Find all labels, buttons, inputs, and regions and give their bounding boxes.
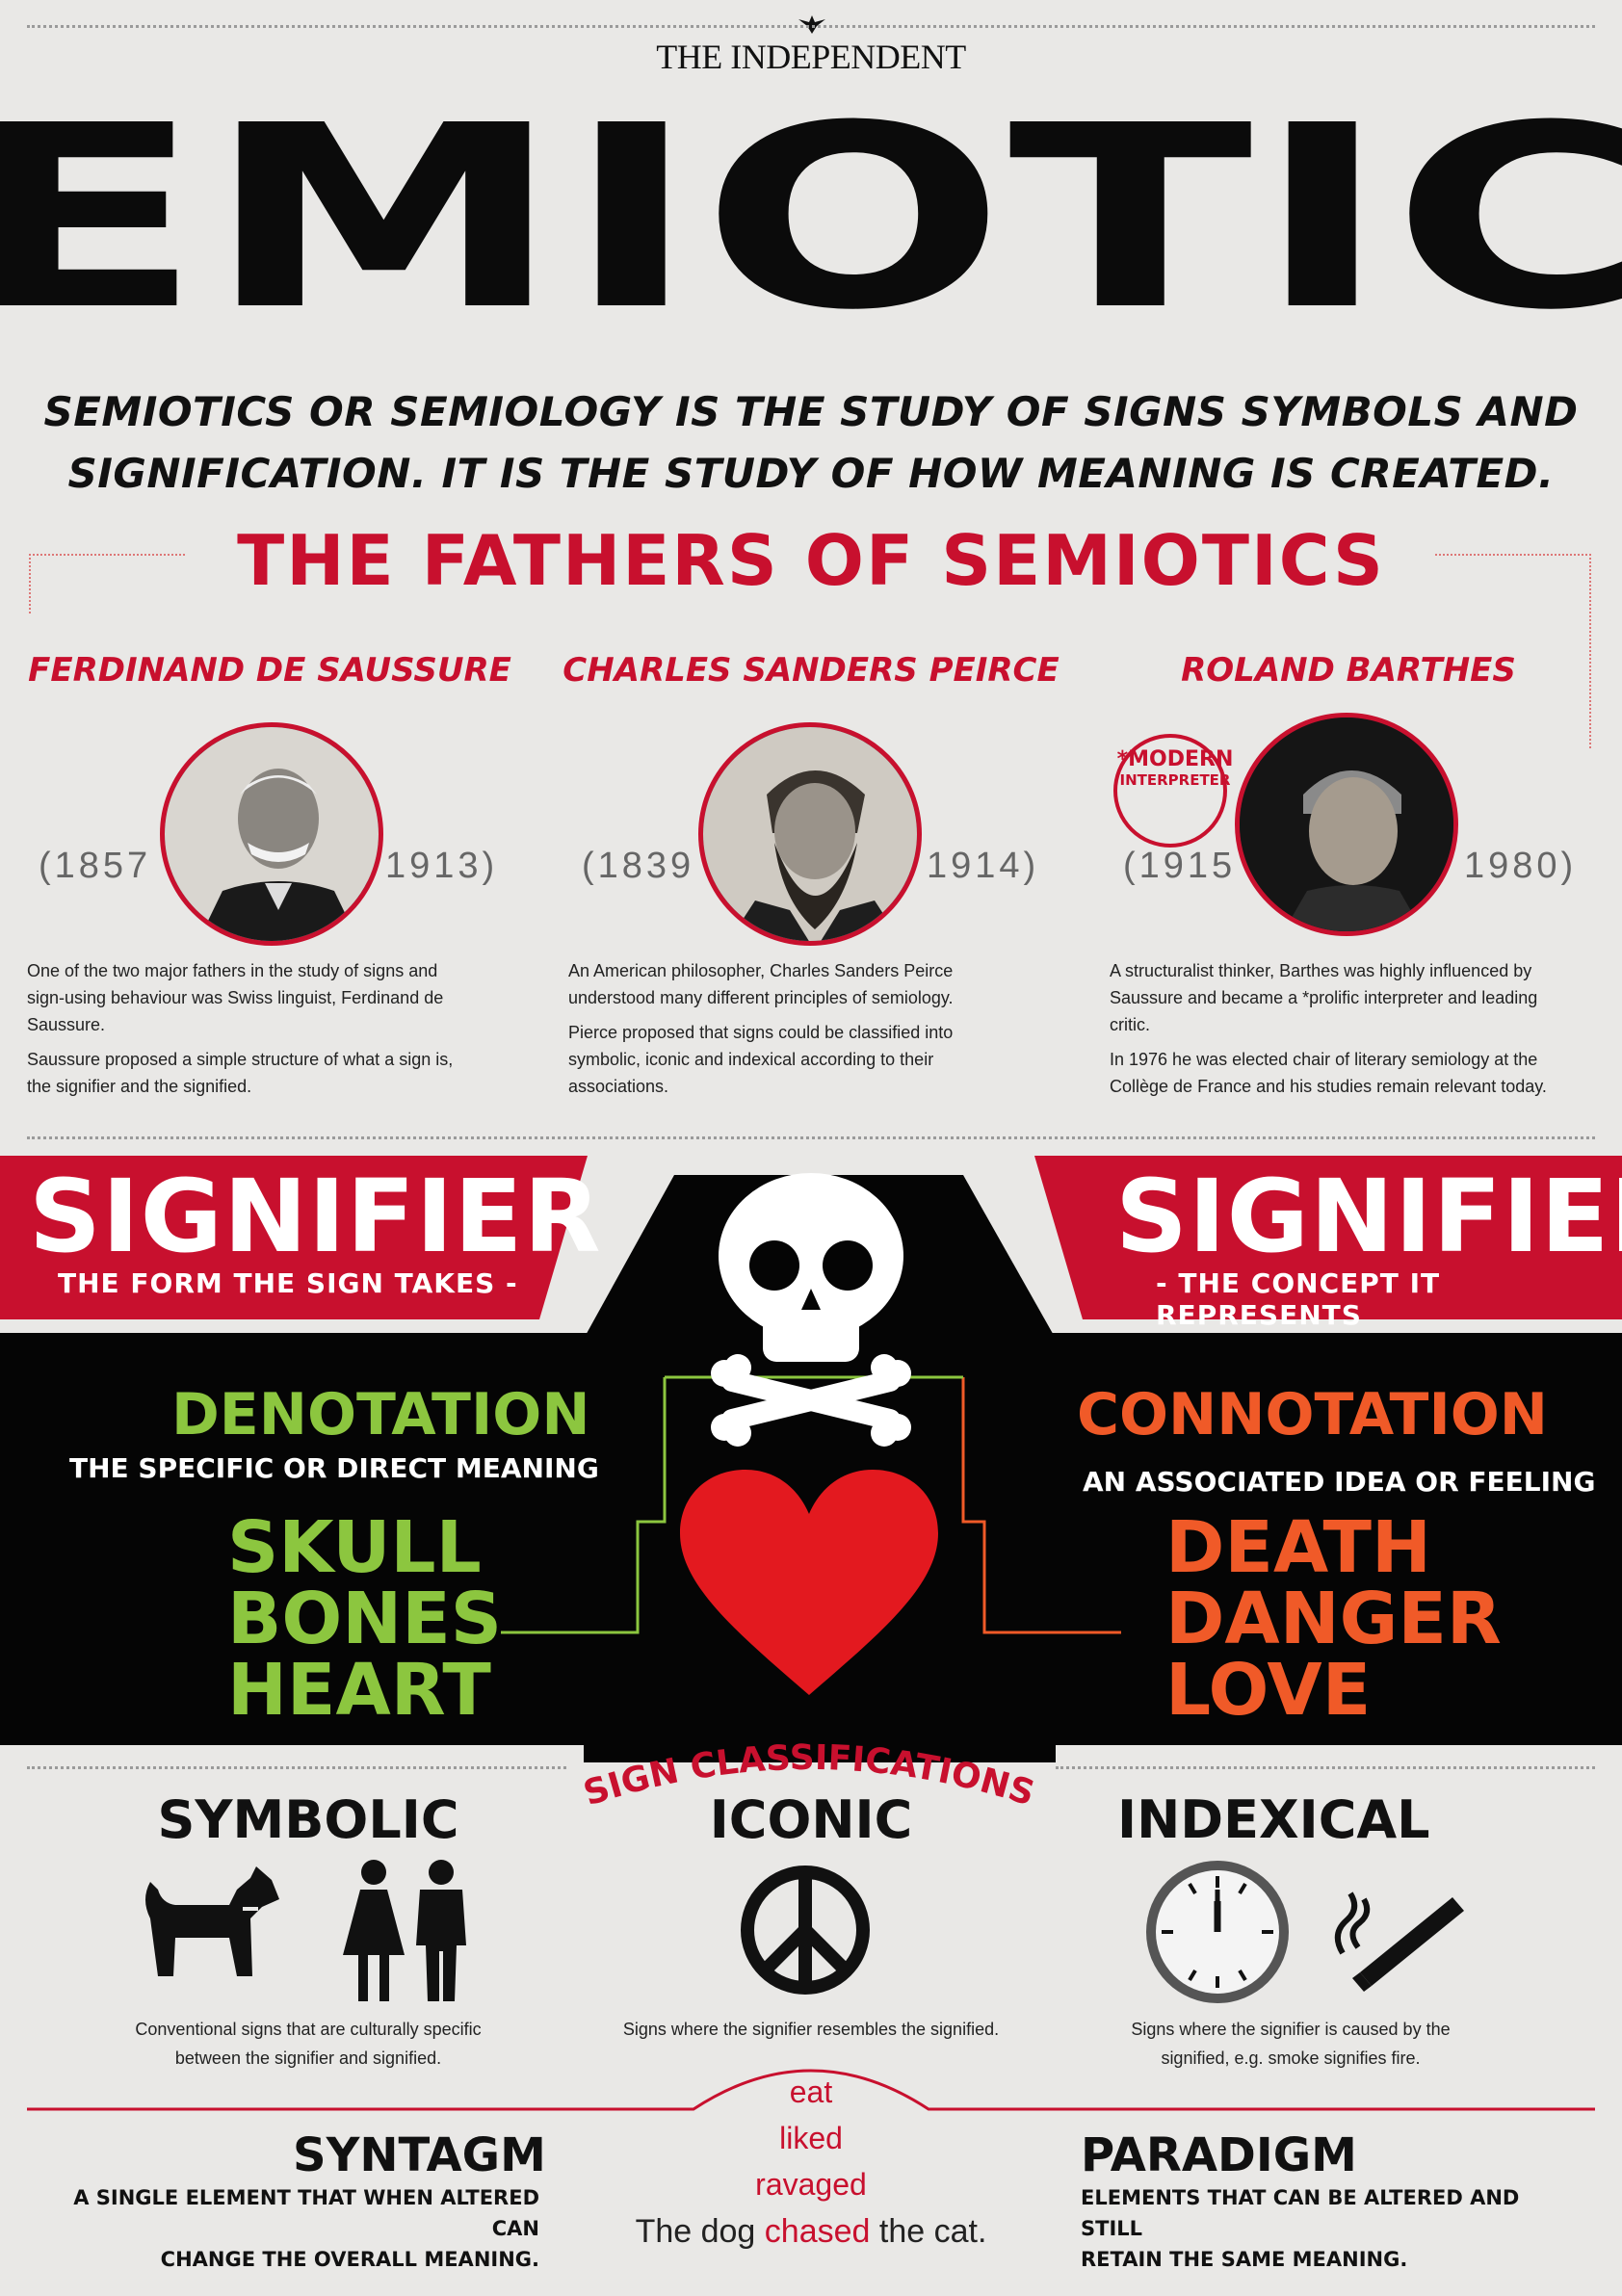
father-name: ROLAND BARTHES [1181, 651, 1516, 690]
portrait-peirce [698, 722, 922, 946]
divider [1056, 1766, 1595, 1769]
center-shape [0, 1156, 1622, 1762]
syntagm-text: A SINGLE ELEMENT THAT WHEN ALTERED CAN CH… [73, 2186, 539, 2271]
birth-year: (1839 [582, 846, 695, 886]
bio-saussure: One of the two major fathers in the stud… [27, 961, 454, 1096]
intro-text: SEMIOTICS OR SEMIOLOGY IS THE STUDY OF S… [43, 388, 1579, 497]
father-name: FERDINAND DE SAUSSURE [28, 651, 511, 690]
symbolic-description: Conventional signs that are culturally s… [135, 2020, 482, 2068]
father-name: CHARLES SANDERS PEIRCE [562, 651, 1060, 690]
portrait-barthes [1235, 713, 1458, 936]
divider [27, 25, 1595, 28]
modern-interpreter-badge [1113, 734, 1227, 848]
syntagm-title: SYNTAGM [293, 2128, 546, 2182]
peace-icon [741, 1866, 870, 1995]
eagle-logo-icon [798, 13, 826, 40]
connotation-words: DEATH DANGER LOVE [1165, 1506, 1502, 1732]
page-title: SEMIOTICS [0, 71, 1622, 365]
masthead: THE INDEPENDENT [656, 38, 966, 76]
symbolic-title: SYMBOLIC [157, 1789, 459, 1850]
portrait-saussure [160, 722, 383, 946]
bracket-right [1435, 554, 1591, 748]
heart-icon [680, 1470, 938, 1695]
connotation-title: CONNOTATION [1077, 1381, 1548, 1448]
alternative-word: ravaged [755, 2167, 867, 2202]
skull-crossbones-icon [711, 1173, 911, 1447]
paradigm-title: PARADIGM [1081, 2128, 1357, 2182]
birth-year: (1857 [39, 846, 152, 886]
restroom-people-icon [343, 1860, 466, 2001]
example-sentence: The dog chased the cat. [635, 2213, 987, 2250]
denotation-words: SKULL BONES HEART [227, 1506, 503, 1732]
sign-classifications-heading: SIGN CLASSIFICATIONS [579, 1738, 1039, 1814]
fathers-heading: THE FATHERS OF SEMIOTICS [237, 520, 1385, 601]
denotation-title: DENOTATION [171, 1381, 590, 1448]
indexical-description: Signs where the signifier is caused by t… [1131, 2020, 1451, 2068]
dog-icon [145, 1866, 279, 1976]
iconic-title: ICONIC [709, 1789, 913, 1850]
clock-icon [1146, 1861, 1289, 2003]
death-year: 1913) [385, 846, 499, 886]
death-year: 1914) [927, 846, 1040, 886]
connotation-subtitle: AN ASSOCIATED IDEA OR FEELING [1083, 1466, 1596, 1498]
bracket-left [29, 554, 185, 613]
signified-subtitle: - THE CONCEPT IT REPRESENTS [1156, 1267, 1441, 1331]
bio-barthes: A structuralist thinker, Barthes was hig… [1110, 961, 1547, 1096]
alternative-word: eat [789, 2074, 833, 2109]
signifier-subtitle: THE FORM THE SIGN TAKES - [58, 1267, 518, 1299]
divider [27, 1136, 1595, 1139]
denotation-subtitle: THE SPECIFIC OR DIRECT MEANING [69, 1452, 599, 1484]
signified-title: SIGNIFIED [1115, 1158, 1622, 1275]
badge-text: *MODERN INTERPRETER [1116, 747, 1234, 789]
bottom-rule [27, 2069, 1595, 2111]
death-year: 1980) [1464, 846, 1578, 886]
birth-year: (1915 [1123, 846, 1237, 886]
divider [27, 1766, 566, 1769]
paradigm-text: ELEMENTS THAT CAN BE ALTERED AND STILL RE… [1081, 2186, 1520, 2271]
bio-peirce: An American philosopher, Charles Sanders… [568, 961, 954, 1096]
iconic-description: Signs where the signifier resembles the … [622, 2020, 1000, 2039]
signifier-title: SIGNIFIER [29, 1158, 602, 1275]
alternative-word: liked [779, 2121, 843, 2155]
cigarette-smoke-icon [1334, 1892, 1464, 1992]
indexical-title: INDEXICAL [1117, 1789, 1430, 1850]
